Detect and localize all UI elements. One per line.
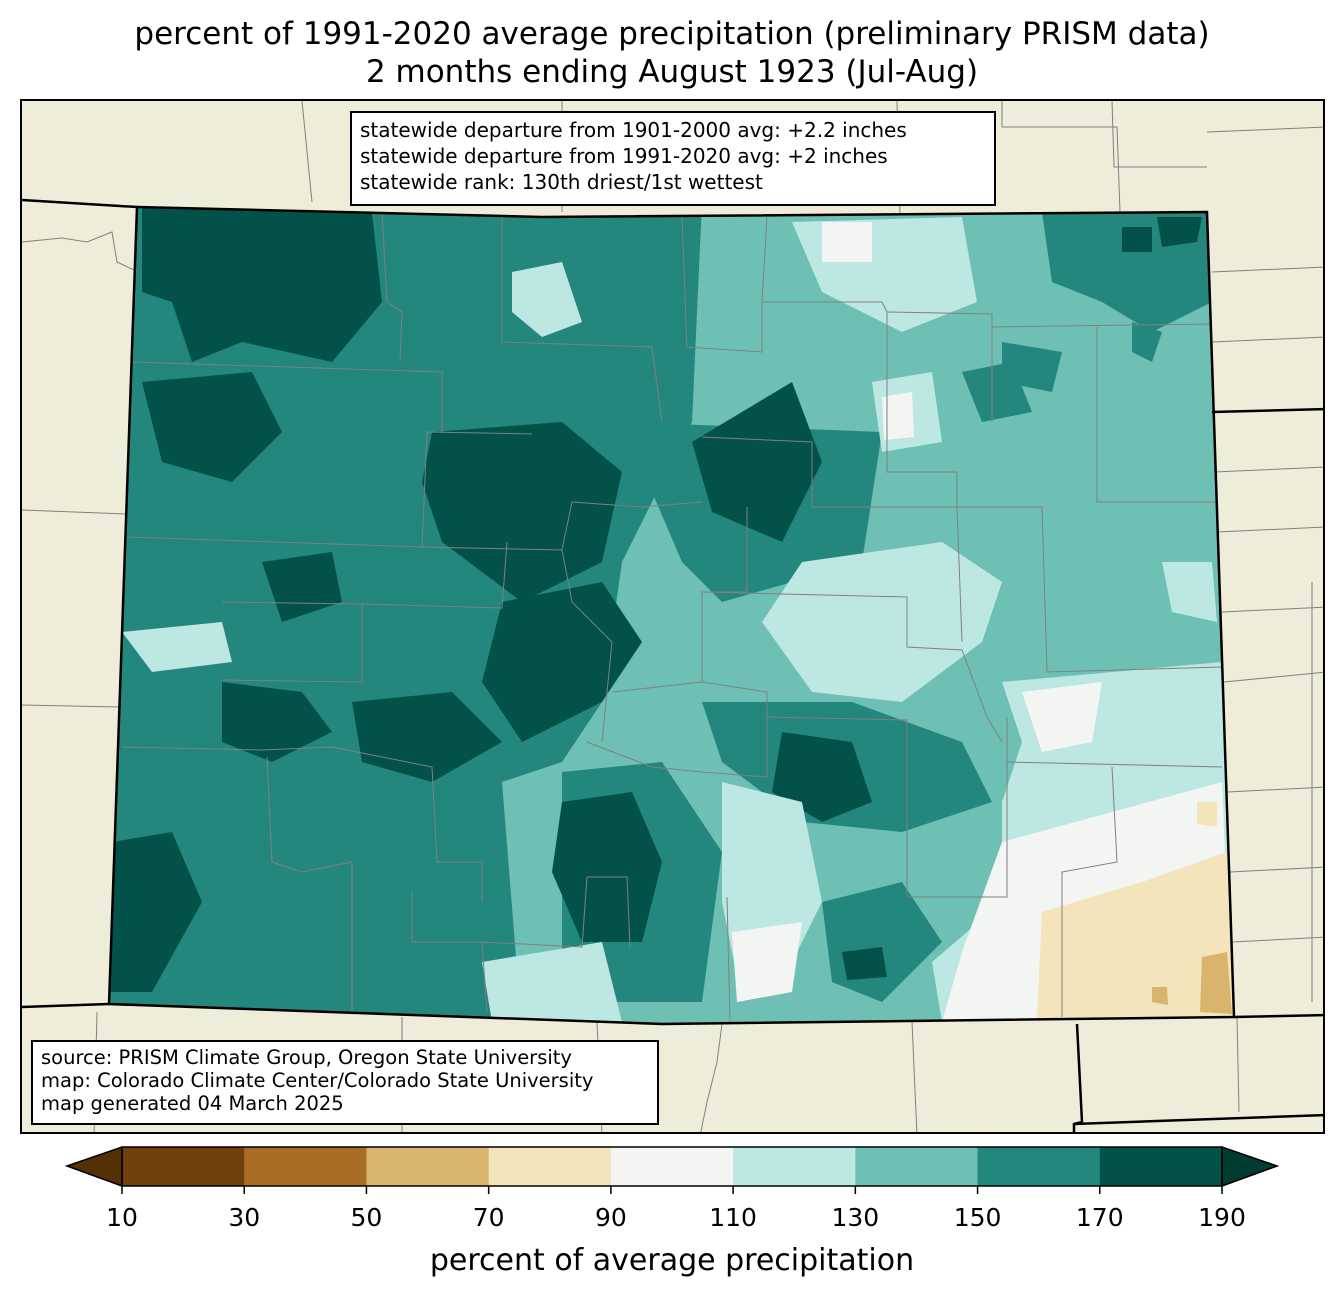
colorbar-tick-label: 90 [594, 1203, 627, 1232]
colorbar-over-arrow [1221, 1145, 1280, 1188]
colorbar-tick-label: 170 [1075, 1203, 1124, 1232]
colorbar-label: percent of average precipitation [429, 1243, 915, 1278]
source-line: source: PRISM Climate Group, Oregon Stat… [41, 1046, 572, 1069]
colorbar-tick-label: 10 [106, 1203, 138, 1232]
map-panel [20, 99, 1325, 1134]
county-lines [121, 211, 1223, 1023]
colorbar-bin-130-150 [855, 1147, 979, 1186]
colorbar-bin-150-170 [977, 1147, 1101, 1186]
colorbar-bin-10-30 [122, 1147, 245, 1186]
precipitation-map [22, 101, 1323, 1132]
colorbar [64, 1145, 1280, 1194]
stats-departure-1901-2000: statewide departure from 1901-2000 avg: … [360, 118, 907, 142]
colorbar-bin-50-70 [366, 1147, 490, 1186]
colorbar-outline [121, 1146, 1223, 1187]
colorbar-bin-90-110 [610, 1147, 734, 1186]
map-credit-line: map: Colorado Climate Center/Colorado St… [41, 1069, 594, 1092]
colorbar-tick-label: 130 [831, 1203, 880, 1232]
colorbar-under-arrow [64, 1145, 123, 1188]
statewide-stats-box: statewide departure from 1901-2000 avg: … [350, 111, 996, 206]
stats-departure-1991-2020: statewide departure from 1991-2020 avg: … [360, 144, 888, 168]
stats-rank: statewide rank: 130th driest/1st wettest [360, 170, 763, 194]
map-title-line2: 2 months ending August 1923 (Jul-Aug) [365, 54, 979, 90]
source-box: source: PRISM Climate Group, Oregon Stat… [31, 1040, 659, 1125]
colorbar-bin-170-190 [1099, 1147, 1223, 1186]
generated-date-line: map generated 04 March 2025 [41, 1092, 344, 1115]
precip-field [109, 207, 1234, 1024]
state-boundaries [22, 198, 1323, 1132]
map-title-line1: percent of 1991-2020 average precipitati… [134, 16, 1210, 52]
colorbar-tick-label: 50 [350, 1203, 383, 1232]
colorbar-tick-label: 30 [228, 1203, 261, 1232]
colorbar-tick-label: 150 [953, 1203, 1002, 1232]
colorbar-tick-label: 70 [472, 1203, 505, 1232]
colorbar-bin-30-50 [244, 1147, 367, 1186]
colorbar-bin-110-130 [733, 1147, 856, 1186]
colorbar-tick-label: 190 [1198, 1203, 1246, 1232]
colorbar-tick-label: 110 [709, 1203, 757, 1232]
colorbar-bin-70-90 [488, 1147, 612, 1186]
